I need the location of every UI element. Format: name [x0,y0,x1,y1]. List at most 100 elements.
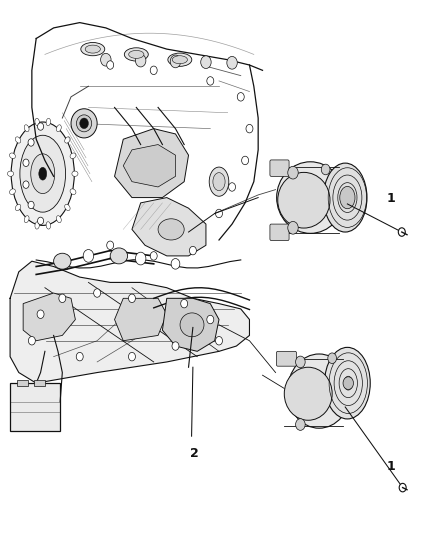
Circle shape [227,56,237,69]
Polygon shape [115,128,188,198]
Ellipse shape [53,253,71,269]
Ellipse shape [81,43,105,56]
Circle shape [343,377,353,390]
Circle shape [172,342,179,350]
Ellipse shape [72,171,78,176]
Polygon shape [115,298,167,341]
Circle shape [107,241,114,249]
Circle shape [37,310,44,318]
Circle shape [150,66,157,75]
Ellipse shape [10,153,15,158]
Ellipse shape [85,45,100,53]
Circle shape [207,316,214,324]
Circle shape [23,181,29,188]
Polygon shape [162,298,219,351]
Polygon shape [10,261,250,383]
Circle shape [135,54,146,67]
Circle shape [128,294,135,303]
Ellipse shape [278,172,330,228]
Circle shape [189,246,196,255]
Circle shape [94,289,101,297]
Text: 2: 2 [190,447,198,459]
Ellipse shape [168,53,192,66]
Circle shape [38,217,44,224]
Ellipse shape [7,171,14,176]
Circle shape [215,336,223,345]
Circle shape [242,156,249,165]
Circle shape [80,118,88,128]
Circle shape [328,353,336,364]
FancyBboxPatch shape [10,383,60,431]
Circle shape [321,164,330,175]
Circle shape [135,252,146,265]
Ellipse shape [57,216,61,223]
Ellipse shape [284,367,332,420]
Circle shape [59,294,66,303]
Ellipse shape [209,167,229,196]
Ellipse shape [15,137,21,143]
Ellipse shape [180,313,204,337]
Circle shape [170,55,181,68]
Circle shape [83,249,94,262]
Ellipse shape [158,219,184,240]
Text: 1: 1 [387,192,395,205]
Ellipse shape [325,348,370,419]
Circle shape [246,124,253,133]
Ellipse shape [340,187,355,209]
Circle shape [207,77,214,85]
Circle shape [399,483,406,492]
Circle shape [288,221,298,234]
Ellipse shape [70,189,76,195]
Polygon shape [23,293,75,341]
Ellipse shape [35,222,39,229]
Ellipse shape [39,167,47,180]
Ellipse shape [71,109,97,138]
Ellipse shape [129,51,144,59]
Ellipse shape [11,122,74,225]
Bar [34,380,45,386]
Ellipse shape [172,56,187,63]
Circle shape [28,139,34,146]
Circle shape [237,93,244,101]
Circle shape [181,300,187,308]
Ellipse shape [288,354,351,428]
Circle shape [28,336,35,345]
Circle shape [107,61,114,69]
Ellipse shape [35,118,39,126]
Ellipse shape [46,222,50,229]
Circle shape [38,123,44,130]
Ellipse shape [24,125,29,132]
Circle shape [229,183,236,191]
Circle shape [215,209,223,217]
Ellipse shape [124,48,148,61]
Polygon shape [132,198,206,256]
Circle shape [101,53,111,66]
Ellipse shape [10,189,15,195]
Text: 1: 1 [387,460,395,473]
Circle shape [201,56,211,69]
Ellipse shape [20,135,66,212]
Ellipse shape [57,125,61,132]
Circle shape [171,259,180,269]
Ellipse shape [77,115,92,132]
Bar [17,380,28,386]
Polygon shape [123,144,176,187]
FancyBboxPatch shape [270,160,289,176]
Circle shape [28,201,34,209]
Ellipse shape [65,204,70,211]
Ellipse shape [46,118,50,126]
Ellipse shape [213,173,225,191]
Circle shape [288,166,298,179]
Ellipse shape [31,154,55,193]
Ellipse shape [24,216,29,223]
Circle shape [296,419,305,430]
Ellipse shape [70,153,76,158]
FancyBboxPatch shape [276,351,297,366]
Ellipse shape [15,204,21,211]
Circle shape [128,352,135,361]
Circle shape [398,228,405,236]
FancyBboxPatch shape [270,224,289,240]
Circle shape [296,356,305,368]
Circle shape [150,252,157,260]
Circle shape [76,352,83,361]
